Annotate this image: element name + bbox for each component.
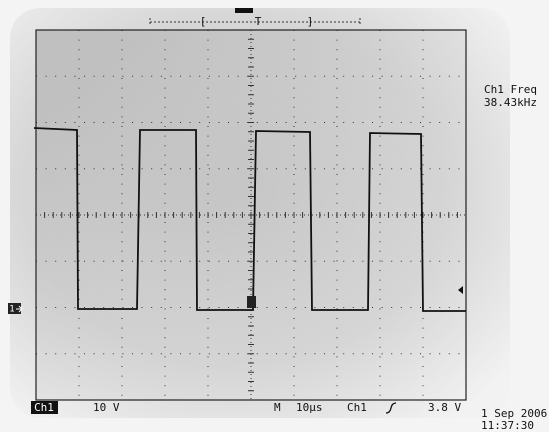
measurement-label: Ch1 Freq	[484, 83, 537, 96]
channel-marker: 1	[9, 305, 14, 315]
timebase: 10µs	[296, 401, 323, 414]
trigger-level: 3.8 V	[428, 401, 461, 414]
oscilloscope-screen: [ ] T 1 Ch1 Freq 38.43kHz Ch1 10 V M 10µ…	[0, 0, 549, 432]
trigger-source: Ch1	[347, 401, 367, 414]
channel: Ch1	[34, 401, 54, 414]
trigger-pos-marker	[235, 8, 253, 13]
mode: M	[274, 401, 281, 414]
trigger-label: T	[255, 15, 262, 28]
measurement-value: 38.43kHz	[484, 96, 537, 109]
scale: 10 V	[93, 401, 120, 414]
time: 11:37:30	[481, 419, 534, 432]
bracket: [	[200, 15, 207, 28]
bracket: ]	[307, 15, 314, 28]
trigger-marker	[247, 296, 256, 308]
